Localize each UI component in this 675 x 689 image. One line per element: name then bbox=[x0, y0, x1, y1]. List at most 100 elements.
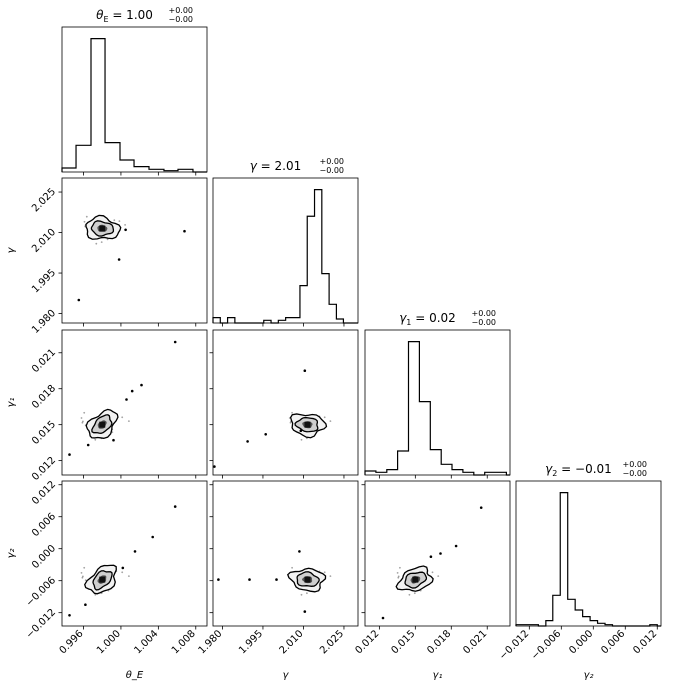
sample-point bbox=[84, 579, 87, 582]
sample-point bbox=[306, 592, 308, 595]
sample-point bbox=[94, 593, 97, 596]
xtick-label-gamma1-2: 0.018 bbox=[425, 628, 453, 656]
sample-point bbox=[113, 219, 116, 222]
xtick-label-gamma-1: 1.995 bbox=[237, 628, 265, 656]
sample-point bbox=[85, 215, 88, 218]
panel-frame-gamma2-vs-gamma bbox=[212, 480, 359, 627]
outlier-point bbox=[121, 566, 125, 570]
yaxis-label-gamma1: γ₁ bbox=[6, 398, 17, 408]
panel-frame-gamma2-hist bbox=[515, 480, 662, 627]
outlier-point bbox=[77, 298, 81, 302]
panel-title-gamma1: γ1 = 0.02 bbox=[399, 311, 456, 327]
xtick-label-gamma-0: 1.980 bbox=[197, 628, 225, 656]
panel-gamma1-vs-gamma bbox=[212, 329, 359, 476]
outlier-point bbox=[112, 438, 115, 442]
panel-frame-gamma1-hist bbox=[364, 329, 511, 476]
outlier-point bbox=[130, 389, 134, 393]
title-lower-gamma: −0.00 bbox=[320, 166, 345, 175]
outlier-point bbox=[68, 614, 71, 617]
xtick-label-gamma2-4: 0.012 bbox=[631, 628, 659, 656]
sample-point bbox=[431, 571, 434, 574]
outlier-point bbox=[140, 383, 143, 387]
title-lower-theta_E: −0.00 bbox=[169, 15, 194, 24]
sample-point bbox=[300, 593, 303, 596]
title-lower-gamma2: −0.00 bbox=[623, 469, 648, 478]
sample-point bbox=[413, 592, 416, 595]
yaxis-label-gamma2: γ₂ bbox=[6, 549, 17, 559]
outlier-point bbox=[439, 552, 442, 555]
sample-point bbox=[106, 238, 109, 241]
outlier-point bbox=[429, 555, 433, 558]
title-upper-gamma2: +0.00 bbox=[623, 460, 648, 469]
density-peak bbox=[99, 576, 106, 583]
ytick-label-gamma1-3: 0.021 bbox=[30, 347, 58, 375]
sample-point bbox=[291, 566, 293, 569]
sample-point bbox=[291, 411, 293, 414]
ytick-label-gamma2-2: 0.000 bbox=[30, 543, 58, 571]
sample-point bbox=[118, 220, 121, 223]
outlier-point bbox=[117, 258, 121, 261]
xtick-label-gamma2-0: −0.012 bbox=[497, 628, 531, 662]
yaxis-label-gamma: γ bbox=[6, 246, 17, 253]
panel-gamma2-vs-gamma1 bbox=[364, 480, 511, 627]
sample-point bbox=[83, 566, 86, 569]
xtick-label-theta_E-3: 1.008 bbox=[170, 628, 198, 656]
xtick-label-gamma2-3: 0.006 bbox=[599, 628, 627, 656]
sample-point bbox=[95, 242, 98, 245]
panel-frame-theta_E-hist bbox=[61, 26, 208, 173]
outlier-point bbox=[454, 544, 458, 548]
sample-point bbox=[323, 571, 326, 574]
sample-point bbox=[408, 593, 411, 596]
panel-gamma2-vs-theta_E bbox=[61, 480, 208, 627]
sample-point bbox=[83, 411, 86, 414]
ytick-label-gamma1-0: 0.012 bbox=[30, 455, 58, 483]
sample-point bbox=[437, 575, 440, 577]
sample-point bbox=[396, 572, 399, 574]
sample-point bbox=[397, 575, 400, 578]
density-peak bbox=[412, 576, 419, 583]
sample-point bbox=[323, 416, 326, 419]
sample-point bbox=[82, 420, 84, 423]
ytick-label-gamma-1: 1.995 bbox=[30, 267, 58, 295]
ytick-label-gamma1-1: 0.015 bbox=[30, 419, 58, 447]
outlier-point bbox=[86, 443, 90, 447]
ytick-label-gamma2-1: −0.006 bbox=[24, 575, 58, 609]
xtick-label-gamma2-2: 0.000 bbox=[567, 628, 595, 656]
ytick-label-gamma-3: 2.025 bbox=[30, 186, 58, 214]
outlier-point bbox=[246, 440, 249, 443]
outlier-point bbox=[151, 535, 154, 539]
histogram-theta_E bbox=[61, 38, 207, 173]
panel-frame-gamma2-vs-gamma1 bbox=[364, 480, 511, 627]
xtick-label-gamma1-0: 0.012 bbox=[353, 628, 381, 656]
outlier-point bbox=[173, 505, 177, 508]
xtick-label-theta_E-0: 0.996 bbox=[58, 628, 86, 656]
outlier-point bbox=[133, 550, 137, 553]
panel-gamma1-vs-theta_E bbox=[61, 329, 208, 476]
outlier-point bbox=[248, 578, 251, 581]
outlier-point bbox=[303, 610, 307, 613]
panel-title-theta_E: θE = 1.00 bbox=[96, 8, 153, 24]
title-upper-gamma: +0.00 bbox=[320, 157, 345, 166]
outlier-point bbox=[183, 229, 186, 233]
sample-point bbox=[83, 220, 86, 223]
outlier-point bbox=[275, 578, 278, 581]
outlier-point bbox=[68, 453, 71, 456]
sample-point bbox=[94, 438, 97, 441]
xtick-label-gamma-3: 2.025 bbox=[318, 628, 346, 656]
histogram-gamma2 bbox=[515, 492, 661, 627]
panel-frame-gamma1-vs-theta_E bbox=[61, 329, 208, 476]
outlier-point bbox=[124, 228, 127, 232]
outlier-point bbox=[303, 369, 307, 373]
outlier-point bbox=[84, 603, 87, 606]
sample-point bbox=[329, 575, 332, 577]
title-upper-theta_E: +0.00 bbox=[169, 6, 194, 15]
histogram-gamma bbox=[212, 189, 358, 324]
outlier-point bbox=[264, 433, 268, 436]
xtick-label-theta_E-2: 1.004 bbox=[132, 628, 160, 656]
sample-point bbox=[329, 420, 332, 422]
ytick-label-gamma2-4: 0.012 bbox=[30, 479, 58, 507]
outlier-point bbox=[217, 578, 220, 581]
xaxis-label-theta_E: θ_E bbox=[126, 670, 144, 681]
ytick-label-gamma2-0: −0.012 bbox=[24, 607, 58, 641]
